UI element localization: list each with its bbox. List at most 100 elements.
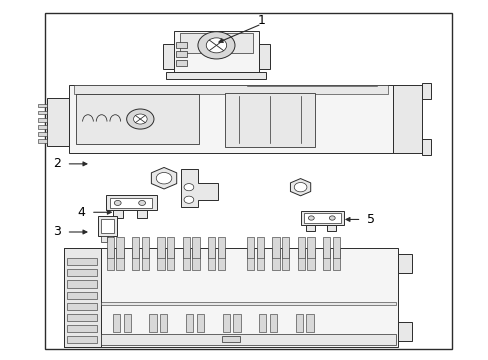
Circle shape: [294, 183, 306, 192]
Bar: [157, 237, 164, 258]
Bar: [176, 60, 186, 66]
Bar: [157, 248, 164, 270]
Bar: [421, 83, 430, 99]
Bar: [132, 237, 139, 258]
Bar: [108, 236, 113, 242]
Bar: [69, 85, 392, 153]
Bar: [67, 258, 97, 265]
Bar: [113, 315, 120, 332]
Text: 2: 2: [53, 157, 61, 170]
Bar: [259, 315, 266, 332]
Bar: [67, 314, 97, 321]
Bar: [67, 280, 97, 288]
Bar: [182, 237, 189, 258]
Bar: [272, 248, 279, 270]
Bar: [307, 248, 314, 270]
Polygon shape: [151, 167, 176, 189]
Text: 4: 4: [77, 206, 85, 219]
Bar: [392, 85, 421, 153]
Bar: [113, 211, 122, 219]
Bar: [101, 334, 395, 345]
Bar: [297, 248, 305, 270]
Bar: [142, 248, 149, 270]
Circle shape: [139, 201, 145, 206]
Bar: [397, 321, 411, 341]
Circle shape: [329, 216, 334, 220]
Bar: [397, 253, 411, 273]
Bar: [116, 248, 123, 270]
Bar: [246, 237, 254, 258]
Circle shape: [206, 38, 226, 53]
Text: 5: 5: [366, 213, 374, 226]
Bar: [38, 104, 47, 107]
Bar: [64, 248, 397, 347]
Bar: [233, 315, 240, 332]
Bar: [176, 51, 186, 57]
Bar: [38, 118, 47, 122]
Bar: [166, 237, 174, 258]
Text: 1: 1: [257, 14, 265, 27]
Bar: [192, 248, 199, 270]
Bar: [306, 315, 313, 332]
Bar: [67, 292, 97, 299]
Bar: [74, 85, 387, 94]
Bar: [38, 125, 47, 129]
Bar: [98, 216, 117, 236]
Bar: [38, 132, 47, 136]
Bar: [132, 248, 139, 270]
Circle shape: [133, 114, 147, 124]
Bar: [323, 248, 330, 270]
Bar: [222, 336, 240, 342]
Bar: [272, 237, 279, 258]
Bar: [282, 248, 289, 270]
Bar: [269, 315, 277, 332]
Polygon shape: [290, 179, 310, 196]
Bar: [142, 237, 149, 258]
Bar: [421, 139, 430, 155]
Circle shape: [308, 216, 314, 220]
Bar: [38, 139, 47, 143]
Bar: [179, 33, 253, 53]
Bar: [64, 248, 101, 347]
Bar: [282, 237, 289, 258]
Text: 3: 3: [53, 225, 61, 238]
Bar: [67, 269, 97, 276]
Bar: [44, 13, 451, 348]
Bar: [67, 303, 97, 310]
Bar: [332, 237, 339, 258]
Bar: [47, 98, 69, 146]
Bar: [207, 237, 215, 258]
Bar: [192, 237, 199, 258]
Bar: [297, 237, 305, 258]
Bar: [38, 111, 47, 114]
Bar: [123, 315, 131, 332]
Bar: [259, 44, 269, 69]
Bar: [106, 248, 114, 270]
Bar: [224, 93, 315, 147]
Bar: [323, 237, 330, 258]
Circle shape: [183, 196, 193, 203]
Bar: [76, 94, 199, 144]
Bar: [207, 248, 215, 270]
Circle shape: [156, 172, 171, 184]
Bar: [182, 248, 189, 270]
Bar: [185, 315, 193, 332]
Bar: [67, 336, 97, 343]
Bar: [196, 315, 203, 332]
Bar: [101, 302, 395, 305]
Bar: [295, 315, 303, 332]
Bar: [300, 211, 344, 225]
Bar: [106, 237, 114, 258]
Bar: [101, 236, 106, 242]
Bar: [304, 213, 340, 223]
Bar: [160, 315, 167, 332]
Bar: [217, 237, 224, 258]
Polygon shape: [181, 169, 217, 207]
Bar: [173, 31, 259, 72]
Bar: [222, 315, 229, 332]
Bar: [166, 72, 266, 79]
Bar: [116, 237, 123, 258]
Circle shape: [114, 201, 121, 206]
Circle shape: [183, 184, 193, 191]
Bar: [217, 248, 224, 270]
